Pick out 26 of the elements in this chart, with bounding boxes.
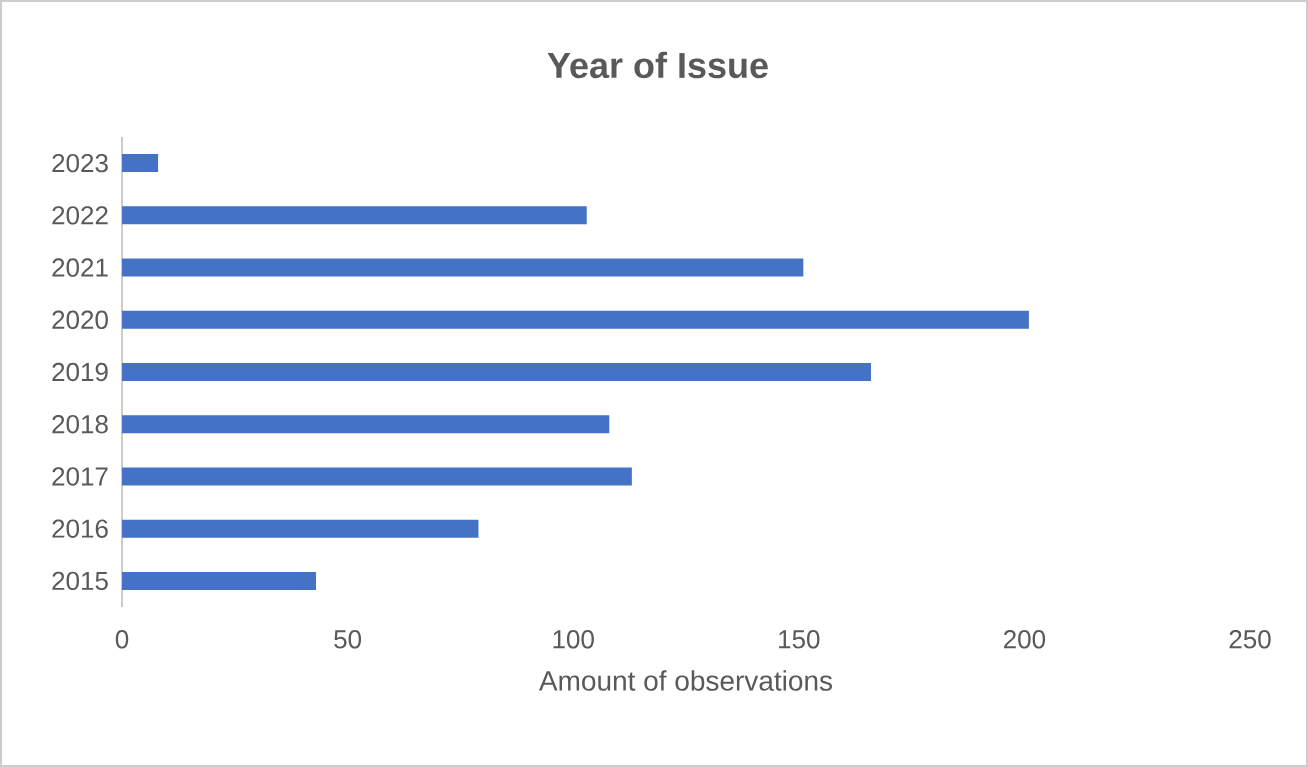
bar [122, 415, 610, 434]
y-tick-label: 2015 [52, 571, 108, 591]
y-tick-label: 2021 [52, 258, 108, 277]
bar [122, 363, 871, 382]
y-tick-label: 2018 [52, 415, 108, 434]
chart-title: Year of Issue [547, 51, 768, 79]
y-tick-label: 2020 [52, 310, 108, 329]
bar [122, 206, 587, 225]
y-tick-label: 2016 [52, 519, 108, 538]
x-tick-label: 50 [334, 630, 362, 649]
y-tick-label: 2019 [52, 362, 108, 382]
bar [122, 154, 159, 173]
bar [122, 310, 1029, 329]
x-tick-label: 0 [115, 630, 129, 649]
x-axis-title: Amount of observations [538, 670, 833, 691]
y-tick-label: 2023 [52, 153, 108, 173]
x-tick-label: 250 [1229, 630, 1271, 649]
bar [122, 519, 479, 538]
bar [122, 258, 804, 277]
x-tick-label: 150 [779, 630, 820, 649]
y-tick-label: 2022 [52, 206, 108, 225]
y-tick-label: 2017 [52, 467, 108, 486]
bar [122, 467, 632, 486]
x-tick-label: 200 [1004, 630, 1046, 649]
bar [122, 571, 317, 590]
x-tick-label: 100 [553, 630, 594, 649]
